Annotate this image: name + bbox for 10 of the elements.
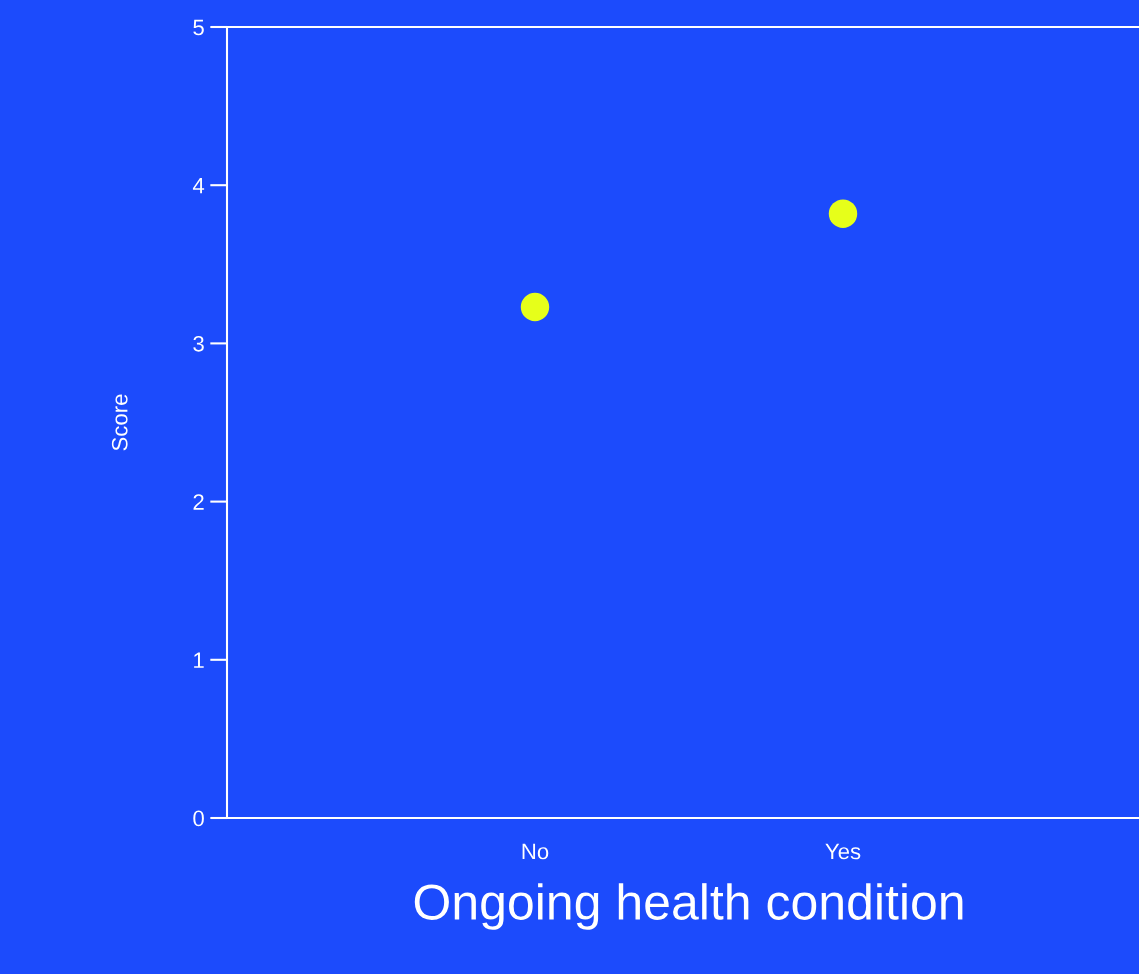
y-tick-label: 0 [193, 810, 204, 827]
y-tick-label: 4 [192, 177, 205, 194]
y-axis-title: Score [111, 394, 128, 451]
y-tick-label: 1 [194, 652, 204, 668]
y-tick-label: 3 [193, 335, 204, 352]
y-tick-label: 5 [193, 19, 204, 36]
x-axis-title: Ongoing health condition [414, 883, 963, 930]
y-tick-label: 2 [193, 494, 204, 510]
x-tick-label: Yes [825, 843, 861, 860]
x-tick-label: No [522, 843, 549, 860]
